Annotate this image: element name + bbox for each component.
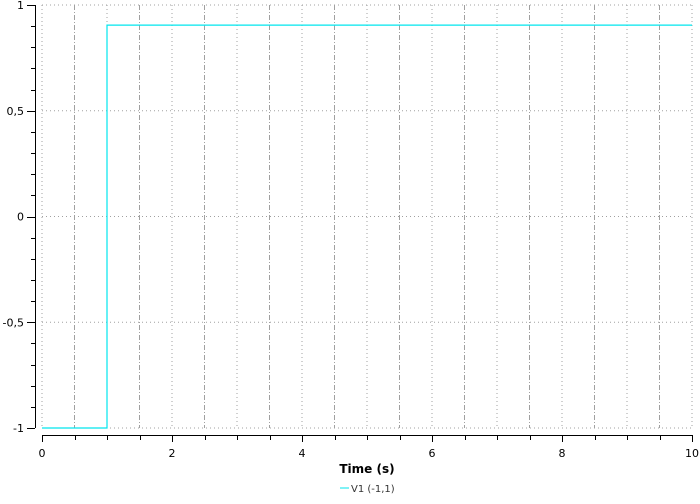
x-tick-label: 10 bbox=[685, 447, 699, 460]
axes: -1-0,500,510 2 4 6 8 10 bbox=[3, 0, 699, 460]
x-tick-label: 8 bbox=[559, 447, 566, 460]
series-line bbox=[42, 24, 692, 429]
x-axis-label: Time (s) bbox=[339, 462, 394, 476]
legend-label: V1 (-1,1) bbox=[351, 484, 395, 495]
x-tick-label: 6 bbox=[429, 447, 436, 460]
grid bbox=[41, 4, 693, 429]
series bbox=[42, 24, 692, 429]
x-tick-label: 0 bbox=[39, 447, 46, 460]
x-tick-label: 4 bbox=[299, 447, 306, 460]
legend[interactable]: V1 (-1,1) bbox=[340, 484, 395, 495]
x-tick-label: 2 bbox=[169, 447, 176, 460]
y-tick-label: -1 bbox=[13, 422, 24, 435]
y-tick-label: -0,5 bbox=[3, 316, 24, 329]
y-tick-label: 0,5 bbox=[7, 105, 25, 118]
y-tick-label: 1 bbox=[17, 0, 24, 12]
y-tick-label: 0 bbox=[17, 211, 24, 224]
